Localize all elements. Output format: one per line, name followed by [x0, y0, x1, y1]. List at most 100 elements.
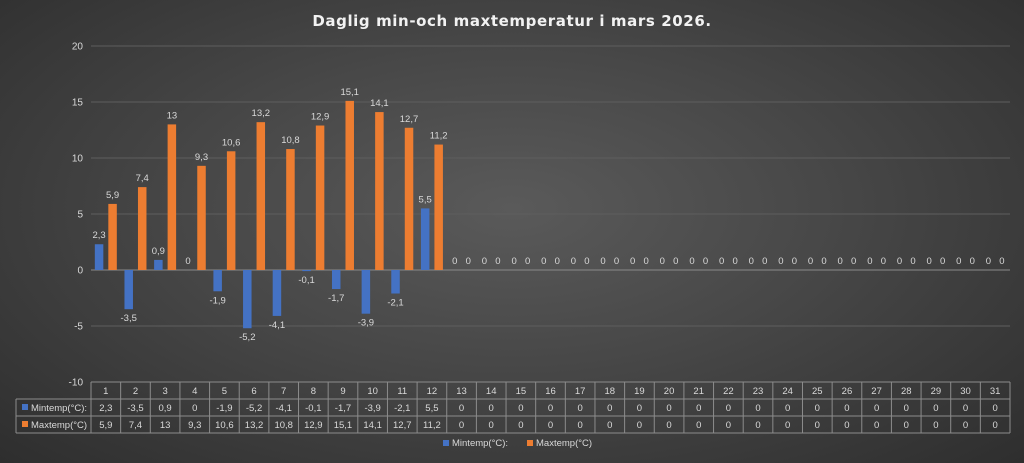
- table-cell: 0: [192, 403, 197, 414]
- data-label: 0: [821, 256, 826, 267]
- x-tick-label: 1: [103, 386, 108, 397]
- x-tick-label: 30: [960, 386, 971, 397]
- data-label: 0: [466, 256, 471, 267]
- y-tick-label: -5: [74, 322, 83, 333]
- table-cell: 0: [637, 403, 642, 414]
- data-label: 0: [778, 256, 783, 267]
- x-tick-label: 31: [990, 386, 1001, 397]
- data-label: 0: [600, 256, 605, 267]
- data-labels: 2,3 -3,5 0,9 0 -1,9 -5,2 -4,1 -0,1 -1,7 -3,9 -2,1 5…: [92, 87, 1004, 343]
- table-cell: 0: [933, 403, 938, 414]
- bar-max: [137, 187, 147, 270]
- bar-min: [243, 270, 252, 329]
- table-cell: 0: [489, 420, 494, 431]
- table-cell: 5,5: [425, 403, 438, 414]
- table-cell: 0: [993, 420, 998, 431]
- data-label: 0: [897, 256, 902, 267]
- bar-max: [286, 149, 295, 270]
- x-tick-label: 7: [281, 386, 286, 397]
- x-tick-label: 12: [427, 386, 438, 397]
- x-tick-label: 28: [901, 386, 912, 397]
- table-cell: 0: [548, 403, 553, 414]
- data-label: 0: [910, 256, 915, 267]
- data-label: -0,1: [298, 275, 314, 286]
- bar-min: [302, 270, 311, 272]
- bar-max: [197, 165, 206, 270]
- table-cell: 0: [904, 403, 909, 414]
- data-label: 0: [644, 256, 649, 267]
- data-label: 0: [185, 256, 190, 267]
- table-cell: 0: [755, 403, 760, 414]
- table-cell: -0,1: [305, 403, 321, 414]
- data-label: 10,6: [222, 137, 241, 148]
- data-label: 0: [792, 256, 797, 267]
- table-cell: -4,1: [276, 403, 292, 414]
- bar-min: [272, 270, 282, 316]
- data-label: 7,4: [136, 173, 149, 184]
- data-label: 0: [482, 256, 487, 267]
- data-label: -1,7: [328, 293, 344, 304]
- data-label: 0: [749, 256, 754, 267]
- x-tick-label: 23: [753, 386, 764, 397]
- legend-swatch: [527, 440, 533, 446]
- table-cell: 0: [548, 420, 553, 431]
- data-label: 15,1: [340, 87, 359, 98]
- table-cell: 0: [637, 420, 642, 431]
- data-label: 0: [970, 256, 975, 267]
- table-cell: 5,9: [99, 420, 112, 431]
- bar-min: [213, 270, 222, 292]
- data-label: 0: [956, 256, 961, 267]
- data-label: 0: [495, 256, 500, 267]
- table-cell: -5,2: [246, 403, 262, 414]
- x-tick-label: 6: [251, 386, 256, 397]
- table-cell: 0: [518, 420, 523, 431]
- table-cell: 0: [993, 403, 998, 414]
- data-label: -4,1: [269, 320, 285, 331]
- data-label: 0: [614, 256, 619, 267]
- x-tick-label: 9: [340, 386, 345, 397]
- y-axis: -10 -5 0 5 10 15 20: [69, 42, 84, 389]
- bar-max: [108, 203, 117, 270]
- bars: [94, 100, 443, 329]
- table-cell: 0: [844, 420, 849, 431]
- data-label: 10,8: [281, 135, 300, 146]
- table-cell: 0: [666, 403, 671, 414]
- table-cell: 0: [874, 403, 879, 414]
- bar-max: [345, 100, 354, 270]
- table-cell: -3,5: [127, 403, 143, 414]
- bar-min: [124, 270, 133, 310]
- data-label: 0: [851, 256, 856, 267]
- y-tick-label: 10: [72, 154, 84, 165]
- x-tick-label: 25: [812, 386, 823, 397]
- data-label: -3,9: [358, 318, 374, 329]
- data-label: 12,9: [311, 112, 330, 123]
- bar-max: [404, 127, 414, 270]
- table-cell: 10,6: [215, 420, 234, 431]
- table-cell: 0: [696, 403, 701, 414]
- table-cell: 0: [459, 403, 464, 414]
- data-label: 13: [167, 110, 178, 121]
- bar-max: [167, 124, 177, 271]
- data-label: 0: [525, 256, 530, 267]
- data-label: 0: [555, 256, 560, 267]
- x-tick-label: 17: [575, 386, 586, 397]
- data-label: 0: [838, 256, 843, 267]
- table-cell: 2,3: [99, 403, 112, 414]
- table-cell: 0: [577, 403, 582, 414]
- table-cell: 14,1: [363, 420, 382, 431]
- table-cell: 0: [459, 420, 464, 431]
- x-tick-label: 15: [516, 386, 527, 397]
- data-label: 0: [732, 256, 737, 267]
- bar-min: [331, 270, 341, 290]
- data-label: 0,9: [152, 246, 165, 257]
- x-tick-label: 18: [605, 386, 616, 397]
- table-cell: -1,9: [216, 403, 232, 414]
- data-label: 5,5: [419, 194, 432, 205]
- legend-entry: Mintemp(°C):: [452, 438, 508, 449]
- table-cell: 0: [904, 420, 909, 431]
- x-tick-label: 13: [456, 386, 467, 397]
- data-label: 0: [986, 256, 991, 267]
- table-cell: 0: [815, 420, 820, 431]
- data-label: 5,9: [106, 190, 119, 201]
- y-tick-label: 15: [72, 98, 84, 109]
